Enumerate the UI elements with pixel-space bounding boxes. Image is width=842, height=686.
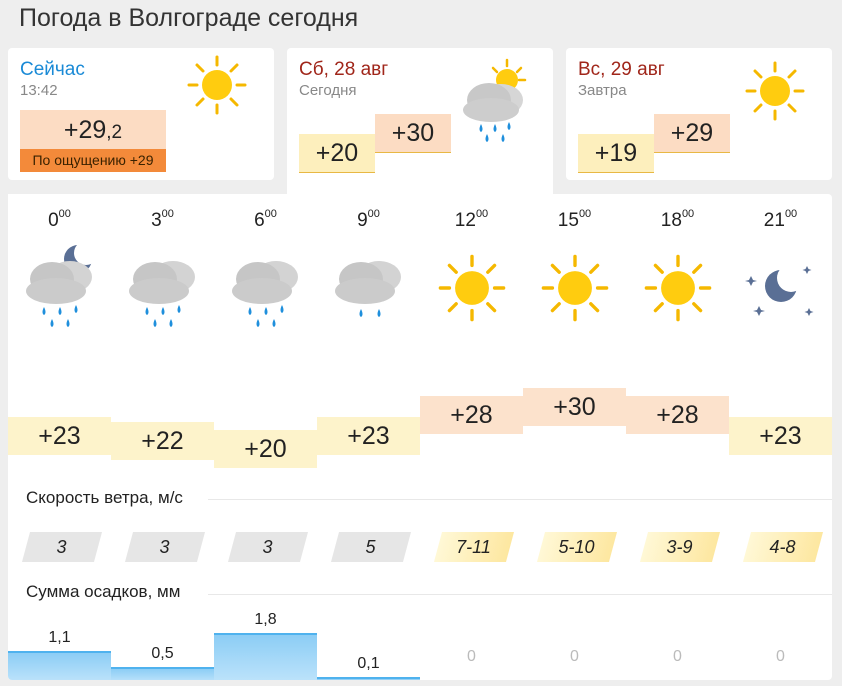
precipitation-value: 1,8 <box>254 611 277 628</box>
wind-speed-value: 5 <box>365 537 376 557</box>
wind-speed-value: 5-10 <box>558 537 595 557</box>
sun-icon <box>186 54 248 116</box>
cloud-sun-rain-icon <box>459 58 529 148</box>
hour-label: 600 <box>254 208 277 231</box>
wind-speed-label: Скорость ветра, м/с <box>26 488 183 507</box>
divider <box>208 594 832 595</box>
hour-label: 000 <box>48 208 71 231</box>
feels-like: По ощущению +29 <box>20 149 166 172</box>
tomorrow-low: +19 <box>578 134 654 173</box>
precipitation-value: 0 <box>673 648 682 665</box>
hour-temperature: +20 <box>214 430 317 468</box>
tomorrow-label: Вс, 29 авг <box>578 59 665 80</box>
cloud-rain-icon <box>111 238 214 338</box>
precipitation-value: 1,1 <box>48 629 71 646</box>
night-cloud-rain-icon <box>8 238 111 338</box>
hour-temperature: +23 <box>317 417 420 456</box>
hour-temperature: +23 <box>729 417 832 456</box>
tomorrow-high: +29 <box>654 114 730 153</box>
precipitation-bar <box>111 667 214 680</box>
hour-temperature: +23 <box>8 417 111 456</box>
cloud-rain-icon <box>214 238 317 338</box>
precipitation-bar <box>317 677 420 680</box>
page-title: Погода в Волгограде сегодня <box>19 4 359 32</box>
now-temperature-box: +29,2 По ощущению +29 <box>20 110 166 172</box>
precipitation-value: 0 <box>467 648 476 665</box>
sun-icon <box>626 238 729 338</box>
hour-label: 1500 <box>557 208 592 231</box>
hour-label: 1800 <box>660 208 695 231</box>
wind-speed-value: 3-9 <box>666 537 693 557</box>
sun-icon <box>420 238 523 338</box>
hour-label: 300 <box>151 208 174 231</box>
precipitation-value: 0 <box>570 648 579 665</box>
hour-label: 2100 <box>763 208 798 231</box>
hour-label: 1200 <box>454 208 489 231</box>
sun-icon <box>523 238 626 338</box>
hourly-forecast-panel: 000 +23 300 +22 600 +20 900 +23 1200 +28 1500 +30 18… <box>8 194 832 680</box>
now-time: 13:42 <box>20 82 58 99</box>
wind-speed-value: 4-8 <box>769 537 796 557</box>
tomorrow-card[interactable]: Вс, 29 авг Завтра +19 +29 <box>566 48 832 180</box>
current-weather-card[interactable]: Сейчас 13:42 +29,2 По ощущению +29 <box>8 48 274 180</box>
now-temperature: +29,2 <box>20 110 166 149</box>
divider <box>208 499 832 500</box>
precipitation-value: 0 <box>776 648 785 665</box>
now-label: Сейчас <box>20 59 85 80</box>
wind-speed-value: 7-11 <box>456 537 491 557</box>
today-low: +20 <box>299 134 375 173</box>
hour-label: 900 <box>357 208 380 231</box>
hour-temperature: +28 <box>626 396 729 435</box>
today-label: Сб, 28 авг <box>299 59 389 80</box>
wind-speed-value: 3 <box>262 537 273 557</box>
tomorrow-sub: Завтра <box>578 82 627 99</box>
hour-temperature: +30 <box>523 388 626 426</box>
precipitation-bar <box>214 633 317 680</box>
precipitation-value: 0,1 <box>357 655 380 672</box>
precipitation-value: 0,5 <box>151 645 174 662</box>
today-high: +30 <box>375 114 451 153</box>
precipitation-label: Сумма осадков, мм <box>26 582 181 601</box>
wind-speed-value: 3 <box>56 537 67 557</box>
moon-stars-icon <box>729 238 832 338</box>
hour-temperature: +28 <box>420 396 523 435</box>
today-card[interactable]: Сб, 28 авг Сегодня +20 +30 <box>287 48 553 194</box>
precipitation-bar <box>8 651 111 680</box>
hour-temperature: +22 <box>111 421 214 460</box>
cloud-rain-light-icon <box>317 238 420 338</box>
sun-icon <box>744 60 806 122</box>
today-sub: Сегодня <box>299 82 357 99</box>
wind-speed-value: 3 <box>159 537 170 557</box>
